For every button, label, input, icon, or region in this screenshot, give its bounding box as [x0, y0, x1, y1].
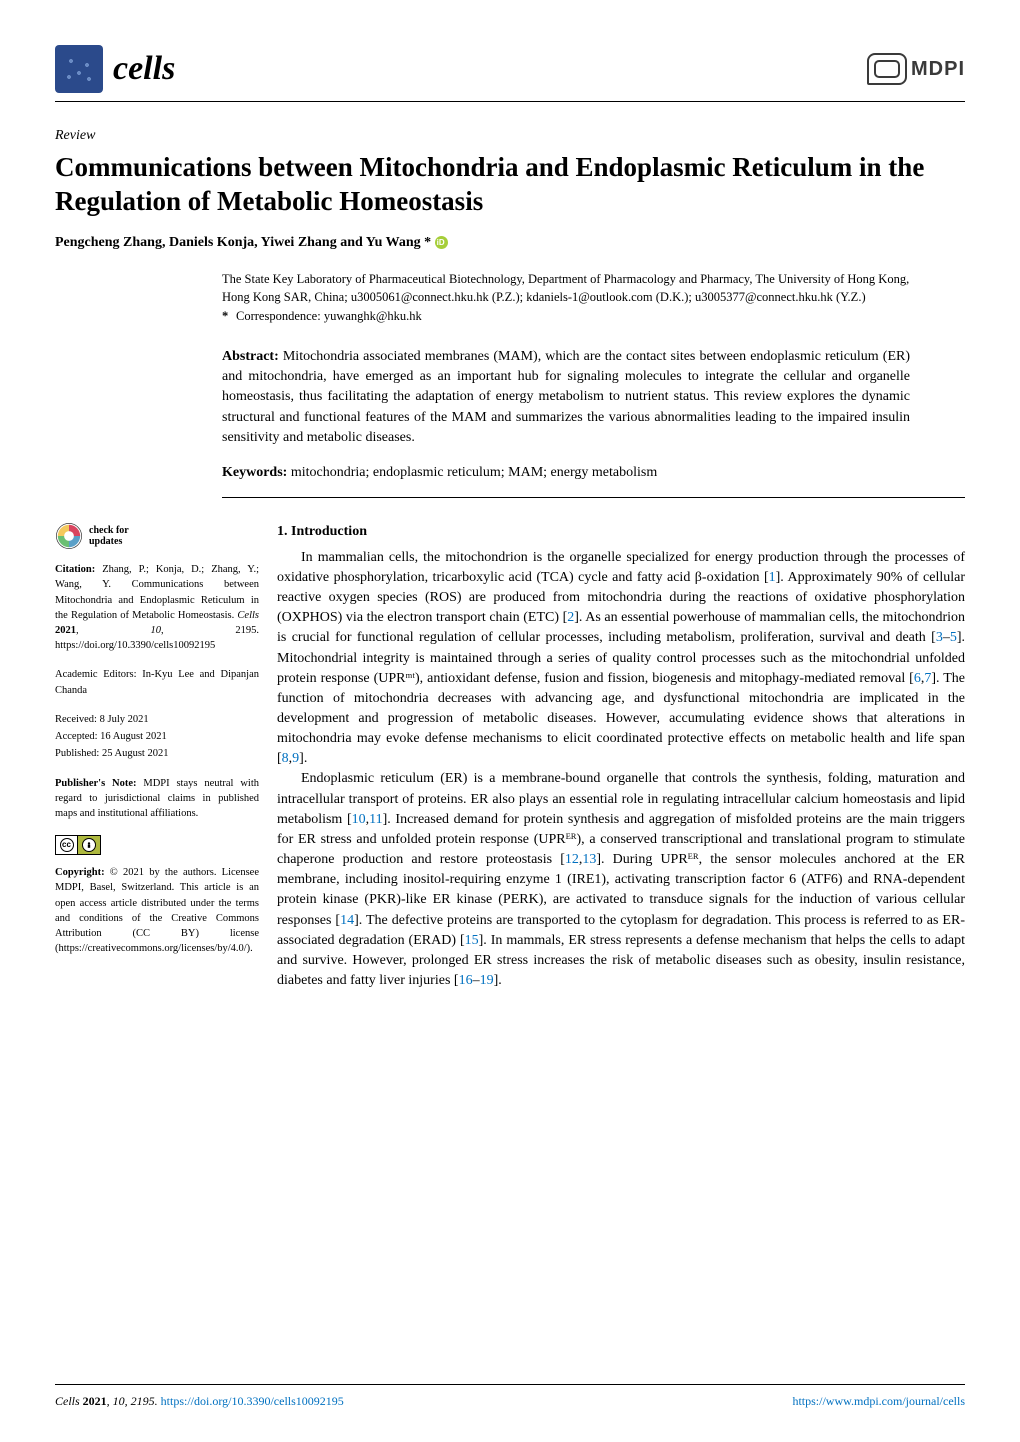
- article-title: Communications between Mitochondria and …: [0, 148, 1020, 233]
- mdpi-icon: [867, 53, 907, 85]
- article-authors: Pengcheng Zhang, Daniels Konja, Yiwei Zh…: [0, 233, 1020, 271]
- check-updates-badge[interactable]: check for updates: [55, 522, 259, 550]
- ref-13[interactable]: 13: [582, 852, 596, 867]
- correspondence-marker: *: [222, 307, 236, 325]
- cc-icon: cc: [56, 836, 78, 854]
- ref-12[interactable]: 12: [565, 852, 579, 867]
- journal-name: cells: [113, 45, 175, 93]
- journal-logo-icon: [55, 45, 103, 93]
- p1-f: ].: [299, 751, 307, 766]
- keywords-block: Keywords: mitochondria; endoplasmic reti…: [222, 462, 965, 497]
- citation-journal: Cells: [237, 610, 259, 621]
- editors-block: Academic Editors: In-Kyu Lee and Dipanja…: [55, 667, 259, 697]
- section-heading: 1. Introduction: [277, 522, 965, 542]
- p1-dash1: –: [943, 630, 950, 645]
- section-number: 1.: [277, 524, 288, 539]
- publisher-note-block: Publisher's Note: MDPI stays neutral wit…: [55, 776, 259, 822]
- dates-block: Received: 8 July 2021 Accepted: 16 Augus…: [55, 712, 259, 762]
- footer-divider: [55, 1384, 965, 1385]
- orcid-icon[interactable]: [435, 236, 448, 249]
- ref-14[interactable]: 14: [340, 913, 354, 928]
- check-line2: updates: [89, 536, 122, 547]
- p2-f: ].: [494, 973, 502, 988]
- footer-issue: , 10, 2195.: [107, 1394, 161, 1408]
- sidebar: check for updates Citation: Zhang, P.; K…: [55, 522, 277, 991]
- affiliation-text: The State Key Laboratory of Pharmaceutic…: [222, 270, 910, 306]
- copyright-block: Copyright: © 2021 by the authors. Licens…: [55, 865, 259, 956]
- accepted-date: Accepted: 16 August 2021: [55, 729, 259, 744]
- footer-journal-link[interactable]: https://www.mdpi.com/journal/cells: [792, 1394, 965, 1408]
- ref-10[interactable]: 10: [352, 812, 366, 827]
- keywords-divider: [222, 497, 965, 498]
- ref-1[interactable]: 1: [769, 570, 776, 585]
- p2-dash2: –: [473, 973, 480, 988]
- abstract-label: Abstract:: [222, 349, 279, 364]
- check-updates-icon: [55, 522, 83, 550]
- footer-left: Cells 2021, 10, 2195. https://doi.org/10…: [55, 1393, 344, 1410]
- published-date: Published: 25 August 2021: [55, 746, 259, 761]
- ref-5[interactable]: 5: [950, 630, 957, 645]
- copyright-label: Copyright:: [55, 867, 105, 878]
- article-type: Review: [0, 102, 1020, 148]
- ref-15[interactable]: 15: [465, 933, 479, 948]
- received-date: Received: 8 July 2021: [55, 712, 259, 727]
- paragraph-2: Endoplasmic reticulum (ER) is a membrane…: [277, 769, 965, 991]
- ref-8[interactable]: 8: [282, 751, 289, 766]
- editors-label: Academic Editors:: [55, 669, 142, 680]
- journal-logo: cells: [55, 45, 175, 93]
- ref-6[interactable]: 6: [914, 671, 921, 686]
- keywords-label: Keywords:: [222, 465, 287, 480]
- authors-text: Pengcheng Zhang, Daniels Konja, Yiwei Zh…: [55, 235, 431, 250]
- footer-journal: Cells: [55, 1394, 83, 1408]
- citation-year: 2021: [55, 625, 76, 636]
- publisher-name: MDPI: [911, 55, 965, 83]
- main-content: 1. Introduction In mammalian cells, the …: [277, 522, 965, 991]
- section-title: Introduction: [291, 524, 367, 539]
- footer: Cells 2021, 10, 2195. https://doi.org/10…: [55, 1384, 965, 1410]
- abstract-text: Mitochondria associated membranes (MAM),…: [222, 349, 910, 445]
- ref-19[interactable]: 19: [480, 973, 494, 988]
- pubnote-label: Publisher's Note:: [55, 778, 137, 789]
- ref-3[interactable]: 3: [936, 630, 943, 645]
- check-line1: check for: [89, 525, 129, 536]
- paragraph-1: In mammalian cells, the mitochondrion is…: [277, 548, 965, 770]
- cc-license-badge[interactable]: cc: [55, 835, 259, 855]
- keywords-text: mitochondria; endoplasmic reticulum; MAM…: [291, 465, 657, 480]
- abstract-block: Abstract: Mitochondria associated membra…: [222, 341, 965, 462]
- footer-doi-link[interactable]: https://doi.org/10.3390/cells10092195: [161, 1394, 344, 1408]
- citation-block: Citation: Zhang, P.; Konja, D.; Zhang, Y…: [55, 562, 259, 653]
- footer-right: https://www.mdpi.com/journal/cells: [792, 1393, 965, 1410]
- copyright-text: © 2021 by the authors. Licensee MDPI, Ba…: [55, 867, 259, 954]
- correspondence-text: Correspondence: yuwanghk@hku.hk: [236, 307, 422, 325]
- publisher-logo: MDPI: [867, 53, 965, 85]
- by-icon: [78, 836, 100, 854]
- citation-label: Citation:: [55, 564, 95, 575]
- ref-16[interactable]: 16: [459, 973, 473, 988]
- check-updates-label: check for updates: [89, 525, 129, 547]
- ref-11[interactable]: 11: [369, 812, 382, 827]
- citation-vol: , 10: [76, 625, 161, 636]
- affiliation-block: The State Key Laboratory of Pharmaceutic…: [222, 270, 965, 340]
- footer-year: 2021: [83, 1394, 107, 1408]
